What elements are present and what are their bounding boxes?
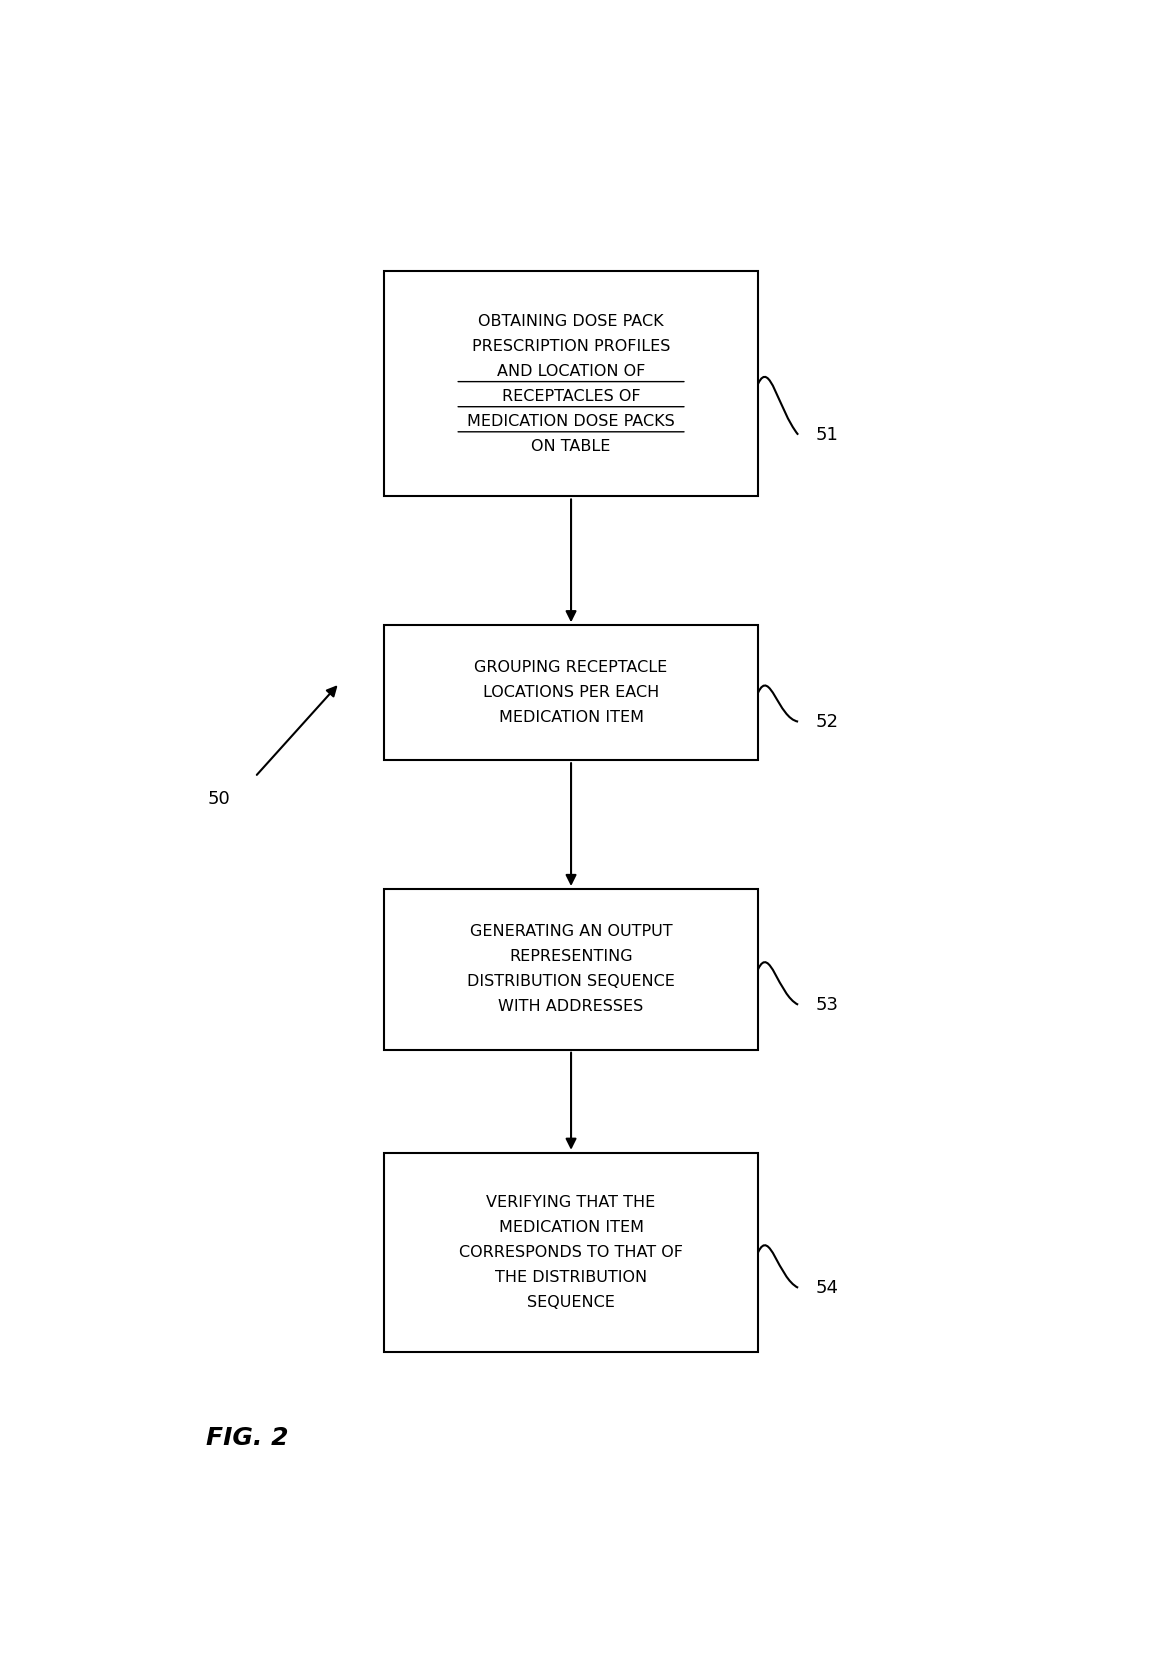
Text: LOCATIONS PER EACH: LOCATIONS PER EACH [483,685,660,700]
Text: CORRESPONDS TO THAT OF: CORRESPONDS TO THAT OF [460,1245,683,1260]
Text: 51: 51 [816,426,839,444]
Text: 52: 52 [816,712,839,730]
Text: ON TABLE: ON TABLE [531,439,611,455]
Text: RECEPTACLES OF: RECEPTACLES OF [502,389,640,404]
Text: 53: 53 [816,996,839,1014]
Text: MEDICATION DOSE PACKS: MEDICATION DOSE PACKS [468,414,674,429]
Text: AND LOCATION OF: AND LOCATION OF [496,364,646,379]
Text: GROUPING RECEPTACLE: GROUPING RECEPTACLE [475,660,668,675]
Bar [384,625,758,760]
Text: OBTAINING DOSE PACK: OBTAINING DOSE PACK [478,314,664,329]
Text: 50: 50 [208,790,231,807]
Text: MEDICATION ITEM: MEDICATION ITEM [499,710,643,725]
Text: THE DISTRIBUTION: THE DISTRIBUTION [495,1270,647,1285]
Bar [384,889,758,1049]
Text: DISTRIBUTION SEQUENCE: DISTRIBUTION SEQUENCE [468,974,674,989]
Text: GENERATING AN OUTPUT: GENERATING AN OUTPUT [470,924,672,939]
Text: SEQUENCE: SEQUENCE [527,1295,615,1310]
Text: VERIFYING THAT THE: VERIFYING THAT THE [486,1195,656,1210]
Text: MEDICATION ITEM: MEDICATION ITEM [499,1220,643,1235]
Text: 54: 54 [816,1278,839,1297]
Text: REPRESENTING: REPRESENTING [509,949,633,964]
Text: WITH ADDRESSES: WITH ADDRESSES [499,999,643,1014]
Bar [384,271,758,496]
Bar [384,1153,758,1352]
Text: FIG. 2: FIG. 2 [206,1427,288,1450]
Text: PRESCRIPTION PROFILES: PRESCRIPTION PROFILES [472,339,670,354]
